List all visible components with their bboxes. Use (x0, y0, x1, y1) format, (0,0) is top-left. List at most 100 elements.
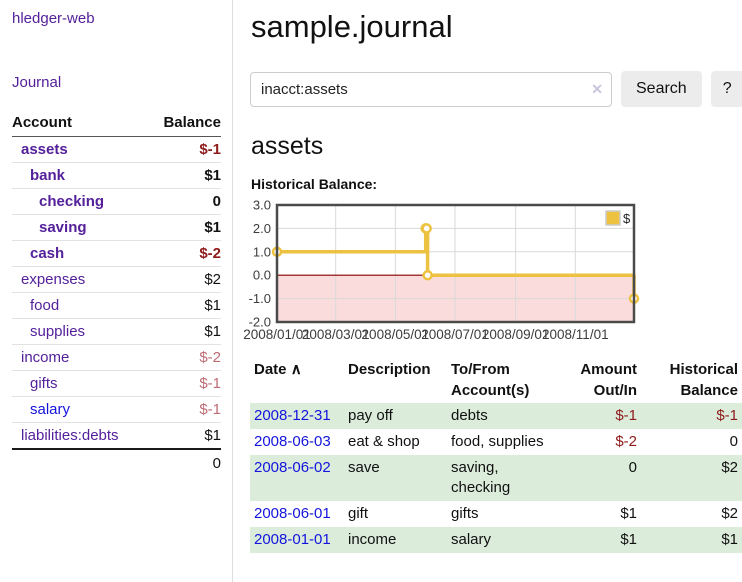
svg-text:3.0: 3.0 (253, 198, 271, 213)
accounts-total-spacer (12, 448, 148, 477)
sidebar-account-link-food[interactable]: food (30, 297, 60, 314)
register-amount-cell: 0 (628, 459, 637, 476)
account-row: expenses $2 (12, 266, 221, 293)
transaction-date-link[interactable]: 2008-06-02 (254, 459, 331, 476)
search-help-button[interactable]: ? (710, 71, 742, 107)
register-row: 2008-12-31 pay off debts $-1 $-1 (250, 403, 742, 429)
main-content: sample.journal ✕ Search ? assets Histori… (243, 0, 742, 553)
register-date-cell: 2008-12-31 (250, 403, 344, 429)
app-brand-link[interactable]: hledger-web (12, 10, 95, 27)
accounts-header-account: Account (12, 112, 148, 137)
sidebar-account-link-assets[interactable]: assets (21, 141, 68, 158)
account-row: food $1 (12, 292, 221, 319)
sidebar-account-link-saving[interactable]: saving (39, 219, 87, 236)
sidebar-account-link-salary[interactable]: salary (30, 401, 71, 418)
account-balance: 0 (147, 188, 221, 215)
svg-text:2008/01/01: 2008/01/01 (243, 327, 311, 342)
chart-label: Historical Balance: (251, 176, 378, 192)
sidebar-account-link-bank[interactable]: bank (30, 167, 66, 184)
register-description-cell: pay off (348, 407, 393, 424)
accounts-total-row: 0 (12, 448, 221, 477)
register-header-amount: Amount Out/In (580, 361, 637, 399)
register-table-body: 2008-12-31 pay off debts $-1 $-1 2008-06-03 ea… (250, 403, 742, 553)
account-row: checking 0 (12, 188, 221, 215)
register-header-account: To/From Account(s) (451, 361, 530, 399)
account-balance: $1 (147, 214, 221, 241)
account-name-cell: income (12, 344, 148, 371)
account-balance: $-2 (147, 240, 221, 267)
account-row: cash $-2 (12, 240, 221, 267)
register-date-cell: 2008-06-01 (250, 501, 344, 527)
account-name-cell: expenses (12, 266, 148, 293)
account-name-cell: saving (12, 214, 148, 241)
account-balance: $-1 (147, 396, 221, 423)
account-row: gifts $-1 (12, 370, 221, 397)
account-balance: $-1 (147, 370, 221, 397)
register-description-cell: gift (348, 505, 369, 522)
register-amount-cell: $1 (620, 531, 637, 548)
register-balance-cell: $-1 (716, 407, 738, 424)
search-box: ✕ (250, 71, 612, 107)
account-name-cell: food (12, 292, 148, 319)
register-account-cell: food, supplies (451, 433, 544, 450)
register-amount-cell: $-1 (615, 407, 637, 424)
sidebar-account-link-supplies[interactable]: supplies (30, 323, 86, 340)
svg-text:-1.0: -1.0 (249, 291, 271, 306)
account-balance: $1 (147, 422, 221, 450)
sidebar-account-link-expenses[interactable]: expenses (21, 271, 86, 288)
sidebar-account-link-liabilities-debts[interactable]: liabilities:debts (21, 427, 119, 444)
account-balance: $-1 (147, 136, 221, 163)
sidebar-account-link-gifts[interactable]: gifts (30, 375, 58, 392)
register-date-cell: 2008-01-01 (250, 527, 344, 553)
register-row: 2008-01-01 income salary $1 $1 (250, 527, 742, 553)
sidebar-account-link-income[interactable]: income (21, 349, 70, 366)
transaction-date-link[interactable]: 2008-06-03 (254, 433, 331, 450)
svg-text:$: $ (623, 211, 631, 226)
account-row: bank $1 (12, 162, 221, 189)
clear-search-icon[interactable]: ✕ (591, 80, 603, 97)
page-title: sample.journal (251, 9, 453, 44)
register-account-cell: saving, checking (451, 459, 511, 496)
account-heading: assets (251, 132, 324, 160)
account-balance: $-2 (147, 344, 221, 371)
svg-text:2008/09/01: 2008/09/01 (482, 327, 550, 342)
account-name-cell: liabilities:debts (12, 422, 148, 450)
transaction-date-link[interactable]: 2008-01-01 (254, 531, 331, 548)
register-date-cell: 2008-06-02 (250, 455, 344, 501)
svg-text:2.0: 2.0 (253, 221, 271, 236)
account-balance: $1 (147, 318, 221, 345)
register-date-cell: 2008-06-03 (250, 429, 344, 455)
transaction-date-link[interactable]: 2008-06-01 (254, 505, 331, 522)
sidebar-item-journal[interactable]: Journal (12, 74, 62, 91)
register-description-cell: income (348, 531, 397, 548)
register-description-cell: save (348, 459, 380, 476)
account-name-cell: assets (12, 136, 148, 163)
register-balance-cell: 0 (729, 433, 738, 450)
account-name-cell: gifts (12, 370, 148, 397)
sidebar-account-link-cash[interactable]: cash (30, 245, 65, 262)
register-row: 2008-06-01 gift gifts $1 $2 (250, 501, 742, 527)
register-row: 2008-06-02 save saving, checking 0 $2 (250, 455, 742, 501)
accounts-table: Account Balance assets $-1 bank $1 checking 0… (12, 112, 221, 477)
sidebar-account-link-checking[interactable]: checking (39, 193, 105, 210)
accounts-table-body: assets $-1 bank $1 checking 0 saving $1 cash $-2 e… (12, 136, 221, 450)
account-name-cell: checking (12, 188, 148, 215)
register-table: Date ∧ Description To/From Account(s) Am… (250, 357, 742, 553)
svg-text:-2.0: -2.0 (249, 315, 271, 330)
account-row: liabilities:debts $1 (12, 422, 221, 450)
sidebar: hledger-web Journal Account Balance asse… (0, 0, 233, 582)
register-header-balance: Historical Balance (669, 361, 738, 399)
search-input[interactable] (250, 71, 612, 107)
register-amount-cell: $-2 (615, 433, 637, 450)
svg-text:2008/05/01: 2008/05/01 (362, 327, 430, 342)
search-button[interactable]: Search (621, 71, 702, 107)
svg-text:2008/11/01: 2008/11/01 (542, 327, 609, 342)
account-row: supplies $1 (12, 318, 221, 345)
register-header-date[interactable]: Date ∧ (254, 361, 302, 378)
svg-text:2008/03/01: 2008/03/01 (302, 327, 370, 342)
account-row: saving $1 (12, 214, 221, 241)
svg-text:0.0: 0.0 (253, 268, 271, 283)
register-balance-cell: $1 (721, 531, 738, 548)
transaction-date-link[interactable]: 2008-12-31 (254, 407, 331, 424)
account-name-cell: bank (12, 162, 148, 189)
